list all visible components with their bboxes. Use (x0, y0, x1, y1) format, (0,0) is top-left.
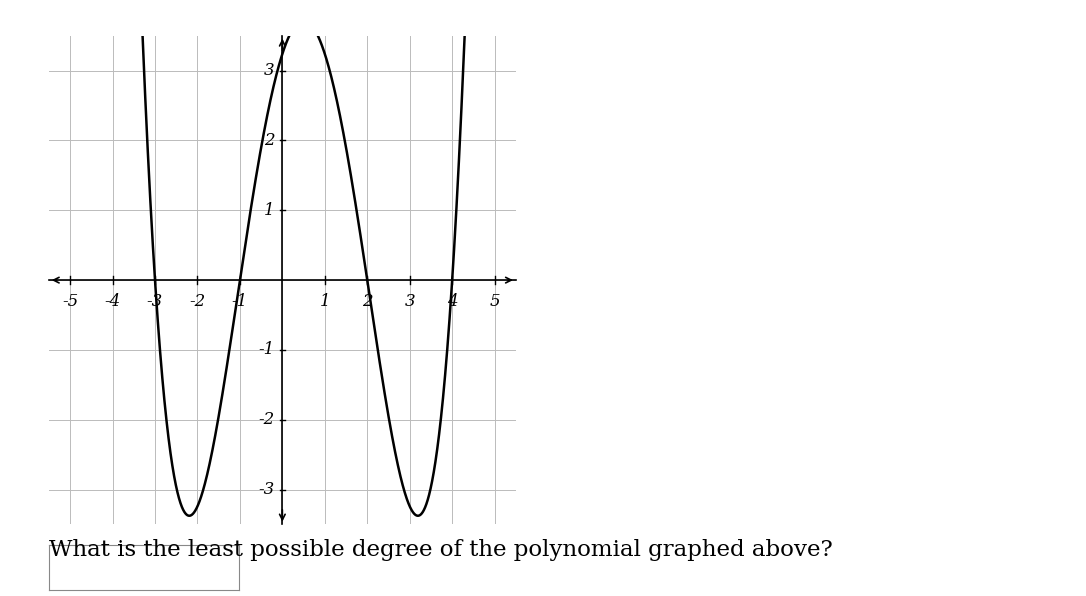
Text: 5: 5 (490, 293, 500, 310)
Text: -1: -1 (258, 342, 275, 358)
Text: 2: 2 (362, 293, 372, 310)
Text: -3: -3 (258, 481, 275, 498)
Text: What is the least possible degree of the polynomial graphed above?: What is the least possible degree of the… (49, 539, 833, 561)
Text: -1: -1 (231, 293, 248, 310)
Text: 1: 1 (264, 202, 275, 219)
Text: -4: -4 (104, 293, 121, 310)
Text: 2: 2 (264, 132, 275, 149)
Text: -2: -2 (258, 411, 275, 429)
Text: -2: -2 (189, 293, 205, 310)
Text: 3: 3 (264, 62, 275, 79)
Text: 3: 3 (404, 293, 415, 310)
Text: -5: -5 (62, 293, 78, 310)
Text: -3: -3 (147, 293, 163, 310)
Text: 1: 1 (319, 293, 330, 310)
Text: 4: 4 (446, 293, 457, 310)
